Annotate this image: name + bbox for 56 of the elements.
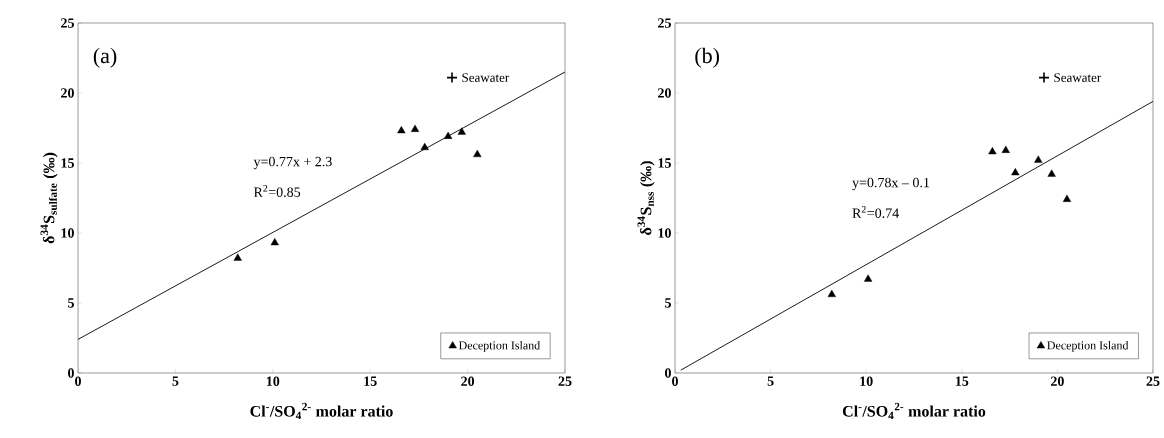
x-tick-label: 0: [672, 376, 678, 386]
point: [473, 149, 482, 158]
x-axis-title: Cl$^{-}$/SO$_{4}$$^{2-}$ molar ratio: [250, 402, 393, 420]
point: [864, 274, 873, 282]
point: [1038, 71, 1050, 84]
point: [1062, 194, 1072, 202]
annotation: R$^{2}$=0.85: [253, 185, 301, 197]
annotation: (a): [93, 47, 117, 68]
point: [988, 147, 997, 155]
legend-label: Deception Island: [458, 340, 541, 352]
point: [1001, 145, 1010, 153]
point: [1047, 169, 1056, 177]
x-tick-label: 20: [1050, 376, 1064, 386]
x-tick-label: 25: [558, 376, 572, 386]
x-tick-label: 5: [172, 376, 179, 386]
y-tick-label: 5: [665, 298, 671, 308]
x-tick-label: 25: [1146, 376, 1160, 386]
x-tick-label: 5: [767, 376, 774, 386]
x-axis-title: Cl$^{-}$/SO$_{4}$$^{2-}$ molar ratio: [842, 402, 986, 420]
y-tick-label: 20: [658, 88, 671, 98]
y-tick-label: 10: [658, 228, 671, 238]
point: [270, 238, 279, 246]
y-tick-label: 10: [61, 228, 74, 238]
point: [1034, 155, 1043, 163]
y-tick-label: 0: [68, 368, 74, 378]
x-tick-label: 10: [860, 376, 873, 386]
y-tick-label: 5: [68, 298, 74, 308]
point: [410, 124, 420, 132]
y-tick-label: 25: [61, 18, 74, 28]
point: [444, 131, 453, 139]
y-axis-title: δ$^{34}$S$_{nss}$ (‰): [637, 161, 655, 235]
annotation: y=0.78x – 0.1: [852, 177, 930, 191]
point: [457, 127, 466, 135]
point: [446, 71, 458, 84]
y-tick-label: 15: [61, 158, 74, 168]
series-label: Seawater: [462, 73, 510, 82]
series-label: Seawater: [1054, 73, 1102, 82]
y-tick-label: 15: [658, 158, 671, 168]
y-tick-label: 0: [665, 368, 671, 378]
point: [827, 289, 836, 298]
x-tick-label: 15: [955, 376, 969, 386]
annotation: (b): [695, 47, 720, 68]
x-tick-label: 20: [461, 376, 475, 386]
point: [420, 142, 429, 151]
point: [233, 253, 242, 261]
annotation: y=0.77x + 2.3: [253, 156, 332, 170]
y-tick-label: 20: [61, 88, 74, 98]
y-axis-title: δ$^{34}$S$_{sulfate}$ (‰): [40, 152, 58, 244]
annotation: R$^{2}$=0.74: [852, 206, 899, 218]
y-tick-label: 25: [658, 18, 671, 28]
x-tick-label: 15: [364, 376, 377, 386]
legend-label: Deception Island: [1047, 340, 1129, 352]
x-tick-label: 0: [75, 376, 81, 386]
point: [1011, 168, 1020, 176]
point: [397, 126, 406, 134]
x-tick-label: 10: [266, 376, 280, 386]
